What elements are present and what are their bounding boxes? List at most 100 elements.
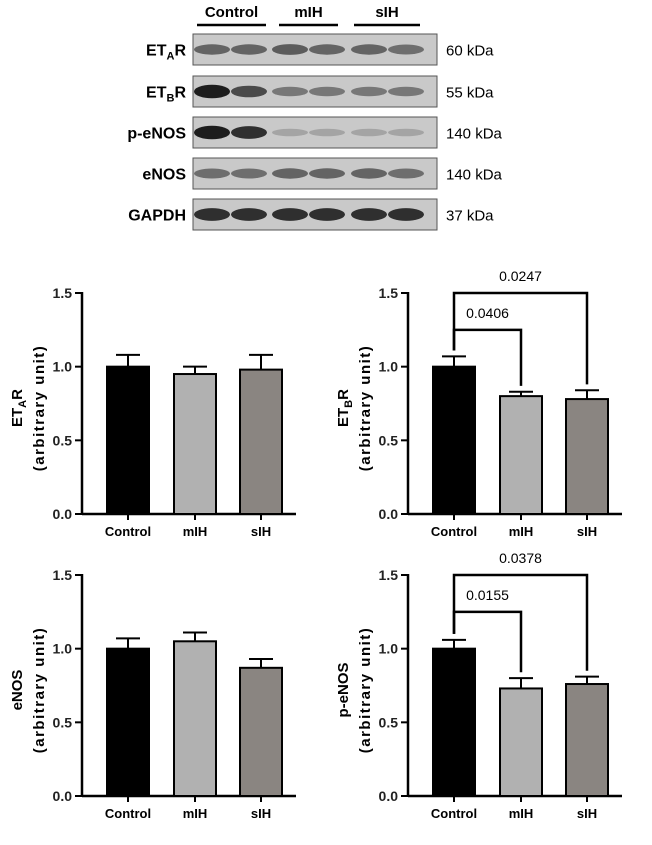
y-axis-label: ETBR (arbitrary unit) [335, 345, 374, 472]
blot-band [231, 44, 267, 55]
y-tick-label: 1.5 [53, 285, 73, 301]
blot-band [272, 86, 308, 97]
blot-band [272, 128, 308, 137]
blot-band [309, 44, 345, 55]
bar [239, 666, 283, 797]
y-axis-label-line2: (arbitrary unit) [357, 627, 374, 754]
bar [499, 687, 543, 798]
bar [565, 683, 609, 798]
chart-p-enos: 0.0 0.5 1.0 1.5 Control mIH sIH 0.0155 0.0378 p-e… [326, 540, 652, 840]
blot-protein-tail: R [174, 85, 186, 102]
blot-size-label: 55 kDa [446, 85, 494, 102]
blot-band [194, 208, 230, 221]
x-tick-label: sIH [251, 806, 271, 821]
chart-etb-r: 0.0 0.5 1.0 1.5 Control mIH sIH 0.0406 0.0247 ETB… [326, 258, 652, 558]
blot-band [231, 85, 267, 98]
significance-bracket [452, 573, 589, 671]
blot-band [194, 44, 230, 55]
blot-band [231, 126, 267, 139]
x-tick-label: Control [105, 524, 151, 539]
x-tick-label: sIH [577, 524, 597, 539]
y-tick-label: 0.5 [53, 714, 73, 730]
bar [173, 640, 217, 797]
y-label-tail: R [9, 389, 26, 400]
blot-protein-name: ET [146, 85, 167, 102]
p-value-label: 0.0247 [499, 268, 542, 284]
blot-protein-name: eNOS [142, 167, 186, 184]
y-tick-label: 1.5 [379, 285, 399, 301]
bar [432, 647, 476, 797]
blot-protein-name: p-eNOS [127, 126, 186, 143]
bar [239, 368, 283, 516]
x-tick-label: Control [431, 806, 477, 821]
blot-size-label: 60 kDa [446, 43, 494, 60]
y-label-tail: R [335, 389, 352, 400]
blot-size-label: 37 kDa [446, 208, 494, 225]
bar [106, 647, 150, 797]
x-tick-label: sIH [577, 806, 597, 821]
p-value-label: 0.0155 [466, 587, 509, 603]
bar [499, 395, 543, 515]
blot-band [194, 84, 230, 99]
bar [432, 365, 476, 515]
blot-protein-label: eNOS [142, 167, 186, 184]
y-axis-label-line2: (arbitrary unit) [357, 345, 374, 472]
blot-band [388, 86, 424, 97]
y-tick-label: 1.5 [53, 567, 73, 583]
bar [173, 373, 217, 515]
y-axis-label-line1: ETAR [9, 389, 29, 427]
blot-protein-label: p-eNOS [127, 126, 186, 143]
blot-band [388, 44, 424, 55]
blot-protein-label: GAPDH [128, 208, 186, 225]
blot-group-label: mIH [294, 4, 322, 21]
y-tick-label: 0.5 [379, 714, 399, 730]
bar [106, 365, 150, 515]
y-label-main: eNOS [9, 670, 26, 711]
y-tick-label: 1.5 [379, 567, 399, 583]
blot-band [388, 128, 424, 137]
significance-bracket [452, 291, 589, 385]
x-tick-label: mIH [183, 806, 208, 821]
x-tick-label: Control [431, 524, 477, 539]
blot-band [388, 168, 424, 179]
blot-protein-tail: R [174, 43, 186, 60]
blot-band [309, 168, 345, 179]
y-label-sub: A [17, 400, 29, 408]
blot-band [194, 125, 230, 140]
y-axis-label: eNOS (arbitrary unit) [9, 627, 48, 754]
y-tick-label: 0.0 [379, 788, 399, 804]
bar [565, 398, 609, 515]
blot-band [309, 208, 345, 221]
y-label-main: ET [9, 408, 26, 427]
blot-protein-label: ETBR [146, 85, 186, 105]
y-axis-label-line1: p-eNOS [335, 662, 352, 717]
y-axis-label: ETAR (arbitrary unit) [9, 345, 48, 472]
chart-eta-r: 0.0 0.5 1.0 1.5 Control mIH sIH ETAR (arbitrary … [0, 258, 326, 558]
blot-band [309, 86, 345, 97]
blot-band [272, 208, 308, 221]
y-label-sub: B [343, 400, 355, 408]
y-tick-label: 0.0 [53, 788, 73, 804]
chart-enos-svg: 0.0 0.5 1.0 1.5 Control mIH sIH eNOS (arbitrary … [9, 567, 296, 821]
blot-size-label: 140 kDa [446, 126, 503, 143]
blot-band [231, 208, 267, 221]
blot-band [351, 208, 387, 221]
blot-band [309, 128, 345, 137]
y-tick-label: 0.5 [53, 432, 73, 448]
blot-band [272, 44, 308, 55]
blot-group-label: sIH [375, 4, 398, 21]
y-tick-label: 1.0 [53, 641, 73, 657]
chart-etb-r-svg: 0.0 0.5 1.0 1.5 Control mIH sIH 0.0406 0.0247 ETB… [335, 268, 622, 539]
y-axis-label-line1: eNOS [9, 670, 26, 711]
y-axis-label: p-eNOS (arbitrary unit) [335, 627, 374, 754]
y-tick-label: 1.0 [379, 359, 399, 375]
blot-protein-name: ET [146, 43, 167, 60]
x-tick-label: sIH [251, 524, 271, 539]
blot-protein-sub: B [166, 93, 174, 105]
p-value-label: 0.0378 [499, 550, 542, 566]
y-label-main: ET [335, 408, 352, 427]
blot-protein-sub: A [166, 51, 174, 63]
x-tick-label: mIH [509, 524, 534, 539]
chart-p-enos-svg: 0.0 0.5 1.0 1.5 Control mIH sIH 0.0155 0.0378 p-e… [335, 550, 622, 821]
